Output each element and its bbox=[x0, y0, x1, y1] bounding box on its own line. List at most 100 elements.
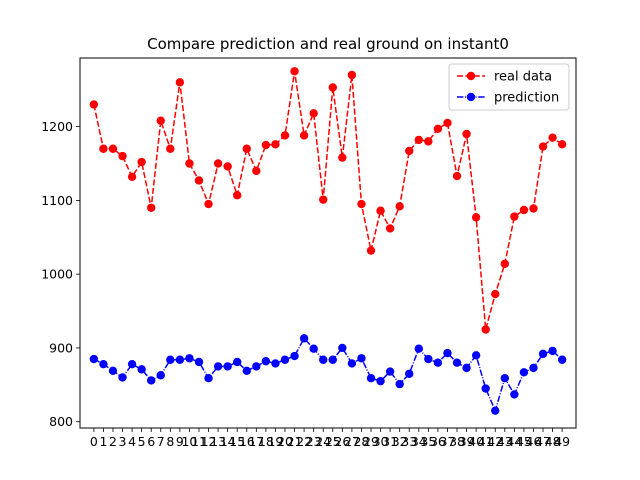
data-point bbox=[453, 359, 461, 367]
data-point bbox=[223, 162, 231, 170]
chart-title: Compare prediction and real ground on in… bbox=[147, 35, 509, 53]
data-point bbox=[338, 153, 346, 161]
x-tick-label: 5 bbox=[138, 434, 146, 449]
data-point bbox=[319, 195, 327, 203]
data-point bbox=[185, 159, 193, 167]
data-point bbox=[357, 200, 365, 208]
data-point bbox=[472, 351, 480, 359]
data-point bbox=[90, 100, 98, 108]
data-point bbox=[329, 356, 337, 364]
data-point bbox=[214, 159, 222, 167]
legend-label: prediction bbox=[494, 91, 559, 106]
data-point bbox=[262, 141, 270, 149]
data-point bbox=[118, 373, 126, 381]
data-point bbox=[157, 117, 165, 125]
y-tick-label: 1100 bbox=[41, 193, 73, 208]
data-point bbox=[252, 167, 260, 175]
plot-area bbox=[80, 58, 576, 428]
x-tick-label: 8 bbox=[166, 434, 174, 449]
data-point bbox=[109, 367, 117, 375]
data-point bbox=[262, 357, 270, 365]
data-point bbox=[137, 158, 145, 166]
data-point bbox=[204, 200, 212, 208]
data-point bbox=[510, 212, 518, 220]
data-point bbox=[501, 374, 509, 382]
data-point bbox=[118, 152, 126, 160]
data-point bbox=[462, 364, 470, 372]
data-point bbox=[99, 360, 107, 368]
data-point bbox=[376, 377, 384, 385]
x-tick-label: 7 bbox=[157, 434, 165, 449]
data-point bbox=[309, 344, 317, 352]
x-tick-label: 3 bbox=[119, 434, 127, 449]
data-point bbox=[434, 125, 442, 133]
x-tick-label: 1 bbox=[99, 434, 107, 449]
data-point bbox=[481, 384, 489, 392]
data-point bbox=[147, 376, 155, 384]
data-point bbox=[252, 362, 260, 370]
data-point bbox=[424, 355, 432, 363]
data-point bbox=[290, 67, 298, 75]
data-point bbox=[539, 350, 547, 358]
data-point bbox=[539, 142, 547, 150]
data-point bbox=[281, 356, 289, 364]
legend-marker bbox=[467, 93, 475, 101]
data-point bbox=[491, 406, 499, 414]
x-tick-label: 2 bbox=[109, 434, 117, 449]
data-point bbox=[338, 344, 346, 352]
x-tick-label: 49 bbox=[554, 434, 570, 449]
data-point bbox=[462, 130, 470, 138]
data-point bbox=[128, 360, 136, 368]
data-point bbox=[128, 173, 136, 181]
data-point bbox=[395, 380, 403, 388]
data-point bbox=[472, 213, 480, 221]
y-tick-label: 900 bbox=[49, 340, 73, 355]
y-tick-label: 800 bbox=[49, 414, 73, 429]
data-point bbox=[510, 390, 518, 398]
data-point bbox=[376, 207, 384, 215]
data-point bbox=[415, 136, 423, 144]
data-point bbox=[348, 359, 356, 367]
data-point bbox=[529, 364, 537, 372]
x-tick-label: 4 bbox=[128, 434, 136, 449]
data-point bbox=[357, 354, 365, 362]
data-point bbox=[157, 371, 165, 379]
legend-marker bbox=[467, 72, 475, 80]
data-point bbox=[443, 119, 451, 127]
legend-label: real data bbox=[494, 70, 552, 85]
data-point bbox=[548, 133, 556, 141]
data-point bbox=[405, 147, 413, 155]
data-point bbox=[281, 131, 289, 139]
data-point bbox=[329, 83, 337, 91]
data-point bbox=[319, 356, 327, 364]
data-point bbox=[195, 176, 203, 184]
data-point bbox=[481, 325, 489, 333]
y-tick-label: 1000 bbox=[41, 267, 73, 282]
data-point bbox=[405, 370, 413, 378]
data-point bbox=[290, 352, 298, 360]
data-point bbox=[214, 362, 222, 370]
data-point bbox=[147, 204, 155, 212]
data-point bbox=[243, 145, 251, 153]
data-point bbox=[243, 367, 251, 375]
data-point bbox=[166, 356, 174, 364]
data-point bbox=[166, 145, 174, 153]
data-point bbox=[99, 145, 107, 153]
data-point bbox=[223, 362, 231, 370]
x-tick-label: 6 bbox=[147, 434, 155, 449]
data-point bbox=[529, 204, 537, 212]
x-tick-label: 0 bbox=[90, 434, 98, 449]
data-point bbox=[434, 359, 442, 367]
data-point bbox=[395, 202, 403, 210]
data-point bbox=[300, 131, 308, 139]
data-point bbox=[558, 140, 566, 148]
data-point bbox=[367, 246, 375, 254]
data-point bbox=[204, 374, 212, 382]
data-point bbox=[501, 260, 509, 268]
data-point bbox=[176, 78, 184, 86]
data-point bbox=[367, 374, 375, 382]
data-point bbox=[386, 367, 394, 375]
data-point bbox=[233, 358, 241, 366]
data-point bbox=[271, 140, 279, 148]
